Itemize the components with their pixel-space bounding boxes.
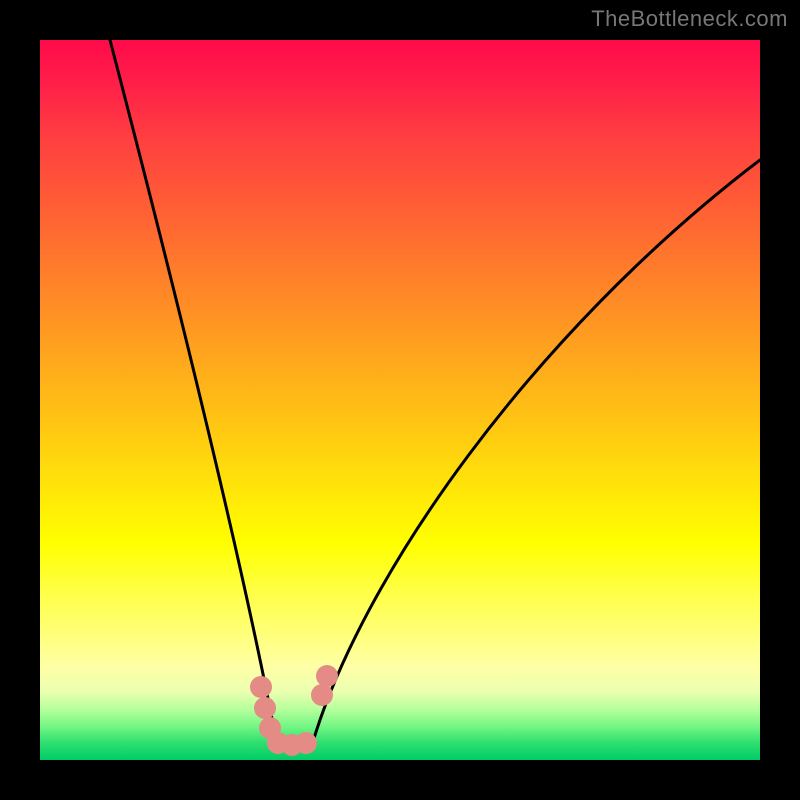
bottleneck-curve <box>40 40 760 760</box>
chart-container: TheBottleneck.com <box>0 0 800 800</box>
watermark-text: TheBottleneck.com <box>591 6 788 32</box>
plot-area <box>40 40 760 760</box>
